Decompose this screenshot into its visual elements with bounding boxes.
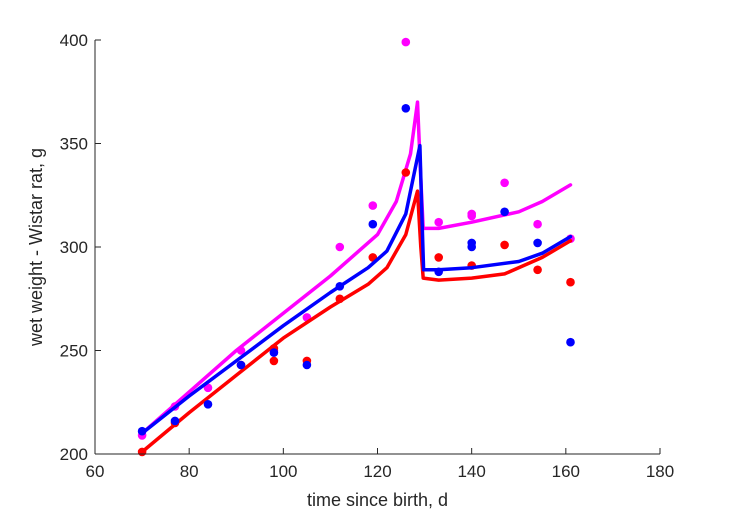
series-2-data-point	[533, 265, 542, 275]
series-1-data-point	[401, 37, 411, 47]
series-2-data-point	[269, 356, 279, 366]
series-3-fit-line	[140, 143, 573, 436]
x-axis-title: time since birth, d	[307, 490, 448, 510]
series-3-data-point	[137, 426, 147, 436]
chart-marks	[137, 37, 575, 457]
series-1-data-point	[335, 242, 345, 252]
series-2-data-point	[434, 253, 444, 262]
series-2-data-point	[566, 277, 575, 287]
series-1-data-point	[434, 217, 444, 227]
series-3-data-point	[335, 282, 345, 291]
x-tick-label: 80	[180, 462, 199, 481]
series-3-data-point	[302, 360, 312, 370]
series-3-data-point	[203, 400, 213, 409]
x-tick-label: 160	[552, 462, 580, 481]
series-3-data-point	[170, 416, 180, 426]
series-2-data-point	[137, 447, 147, 457]
y-axis-title: wet weight - Wistar rat, g	[26, 148, 46, 347]
y-tick-label: 350	[60, 135, 88, 154]
x-tick-label: 100	[269, 462, 297, 481]
series-3-data-point	[566, 337, 575, 347]
series-3-data-point	[467, 242, 477, 252]
series-3-data-point	[368, 219, 378, 229]
y-axis-ticks: 200 250 300 350 400	[60, 31, 101, 464]
series-3-data-point	[533, 238, 542, 248]
series-3-data-point	[434, 267, 444, 277]
series-1-data-point	[500, 178, 509, 188]
series-1	[137, 37, 575, 440]
series-1-fit-line	[140, 100, 573, 436]
x-tick-label: 140	[457, 462, 485, 481]
y-tick-label: 300	[60, 238, 88, 257]
x-axis-ticks: 60 80 100 120 140 160 180	[86, 448, 674, 481]
series-2-data-point	[401, 168, 411, 177]
series-2-data-point	[335, 294, 345, 304]
y-tick-label: 400	[60, 31, 88, 50]
x-tick-label: 60	[86, 462, 105, 481]
series-2	[137, 168, 575, 457]
series-3-data-point	[500, 207, 509, 217]
series-3	[137, 104, 575, 436]
series-1-data-point	[467, 211, 477, 221]
y-tick-label: 200	[60, 445, 88, 464]
series-1-data-point	[533, 219, 542, 229]
x-tick-label: 120	[363, 462, 391, 481]
series-3-data-point	[401, 104, 411, 113]
series-3-data-point	[236, 360, 246, 370]
x-tick-label: 180	[646, 462, 674, 481]
series-2-data-point	[500, 240, 509, 250]
series-1-data-point	[368, 201, 378, 210]
series-3-data-point	[269, 348, 279, 357]
y-tick-label: 250	[60, 342, 88, 361]
series-2-fit-line	[140, 189, 573, 454]
series-1-data-point	[236, 346, 246, 355]
